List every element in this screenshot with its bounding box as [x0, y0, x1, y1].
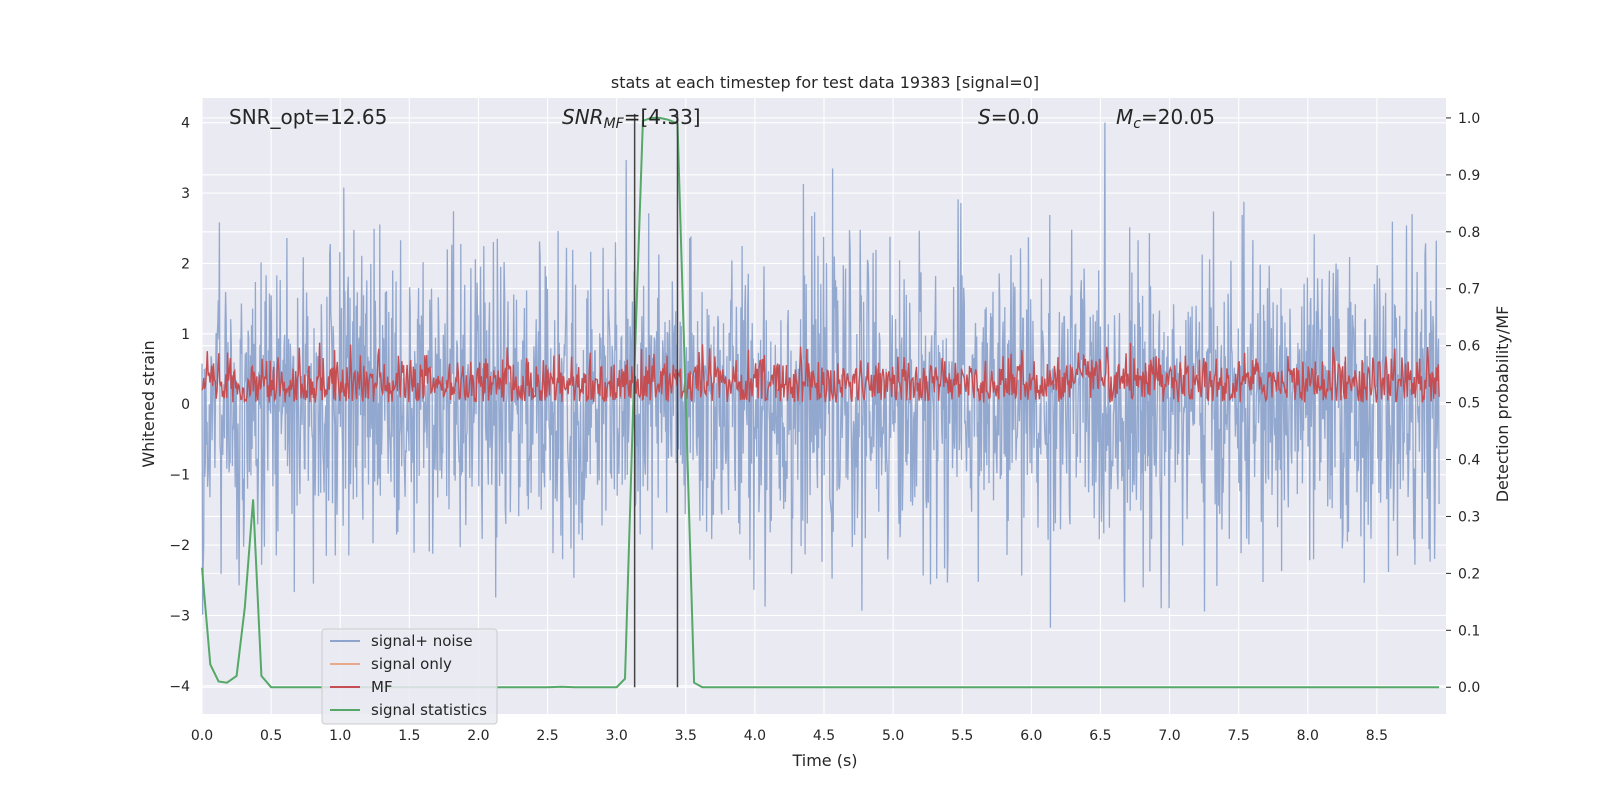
- x-tick-label: 6.5: [1089, 728, 1111, 744]
- legend-label-signal-noise: signal+ noise: [371, 632, 473, 650]
- y2-tick-label: 1.0: [1458, 111, 1480, 127]
- x-tick-label: 1.5: [398, 728, 420, 744]
- y2-tick-label: 0.2: [1458, 566, 1480, 582]
- x-tick-label: 7.0: [1158, 728, 1180, 744]
- x-tick-label: 3.0: [606, 728, 628, 744]
- annotation-snr-mf-main: SNR: [562, 105, 604, 129]
- annotation-mc: Mc=20.05: [1116, 105, 1215, 132]
- y2-tick-label: 0.9: [1458, 168, 1480, 184]
- x-tick-label: 5.5: [951, 728, 973, 744]
- annotation-s: S=0.0: [978, 105, 1039, 129]
- y2-tick-label: 0.8: [1458, 225, 1480, 241]
- x-tick-label: 0.0: [191, 728, 213, 744]
- y-tick-label: −2: [169, 538, 190, 554]
- y2-tick-label: 0.3: [1458, 509, 1480, 525]
- legend-box: [321, 628, 498, 725]
- x-tick-label: 4.5: [813, 728, 835, 744]
- x-tick-label: 7.5: [1228, 728, 1250, 744]
- y2-tick-label: 0.6: [1458, 339, 1480, 355]
- annotation-s-rest: =0.0: [991, 105, 1040, 129]
- y-tick-label: −4: [169, 679, 190, 695]
- annotation-mc-main: M: [1116, 105, 1133, 129]
- series-signal-statistics-line: [201, 116, 1440, 689]
- x-tick-label: 0.5: [260, 728, 282, 744]
- annotation-s-main: S: [978, 105, 991, 129]
- series-mf-line: [201, 342, 1440, 404]
- y2-tick-label: 0.0: [1458, 680, 1480, 696]
- x-tick-label: 1.0: [329, 728, 351, 744]
- y-axis-label: Whitened strain: [139, 340, 158, 467]
- x-axis-label: Time (s): [791, 751, 857, 770]
- x-tick-label: 6.0: [1020, 728, 1042, 744]
- y-tick-label: 1: [181, 327, 190, 343]
- annotation-snr-mf-sub: MF: [604, 116, 625, 132]
- legend: signal+ noise signal only MF signal stat…: [321, 628, 498, 725]
- legend-label-signal-statistics: signal statistics: [371, 701, 487, 719]
- legend-label-signal-only: signal only: [371, 655, 452, 673]
- y-tick-label: 4: [181, 116, 190, 132]
- x-tick-label: 8.5: [1366, 728, 1388, 744]
- x-tick-label: 5.0: [882, 728, 904, 744]
- x-tick-label: 2.5: [536, 728, 558, 744]
- y2-tick-label: 0.4: [1458, 453, 1480, 469]
- y-tick-label: 0: [181, 397, 190, 413]
- x-tick-label: 3.5: [675, 728, 697, 744]
- y-tick-label: 2: [181, 256, 190, 272]
- annotation-snr-mf-rest: =[4.33]: [624, 105, 701, 129]
- y2-tick-label: 0.5: [1458, 396, 1480, 412]
- legend-label-mf: MF: [371, 678, 393, 696]
- x-tick-label: 4.0: [744, 728, 766, 744]
- annotation-snr-mf: SNRMF=[4.33]: [562, 105, 701, 132]
- annotation-mc-sub: c: [1133, 116, 1141, 132]
- y2-tick-label: 0.1: [1458, 623, 1480, 639]
- chart-title: stats at each timestep for test data 193…: [611, 73, 1039, 92]
- annotation-snr-opt: SNR_opt=12.65: [229, 105, 387, 129]
- y2-axis-label: Detection probability/MF: [1493, 306, 1512, 503]
- y-tick-label: −1: [169, 468, 190, 484]
- x-tick-label: 8.0: [1297, 728, 1319, 744]
- y2-tick-label: 0.7: [1458, 282, 1480, 298]
- x-tick-label: 2.0: [467, 728, 489, 744]
- annotation-mc-rest: =20.05: [1141, 105, 1215, 129]
- y-tick-label: 3: [181, 186, 190, 202]
- y-tick-label: −3: [169, 608, 190, 624]
